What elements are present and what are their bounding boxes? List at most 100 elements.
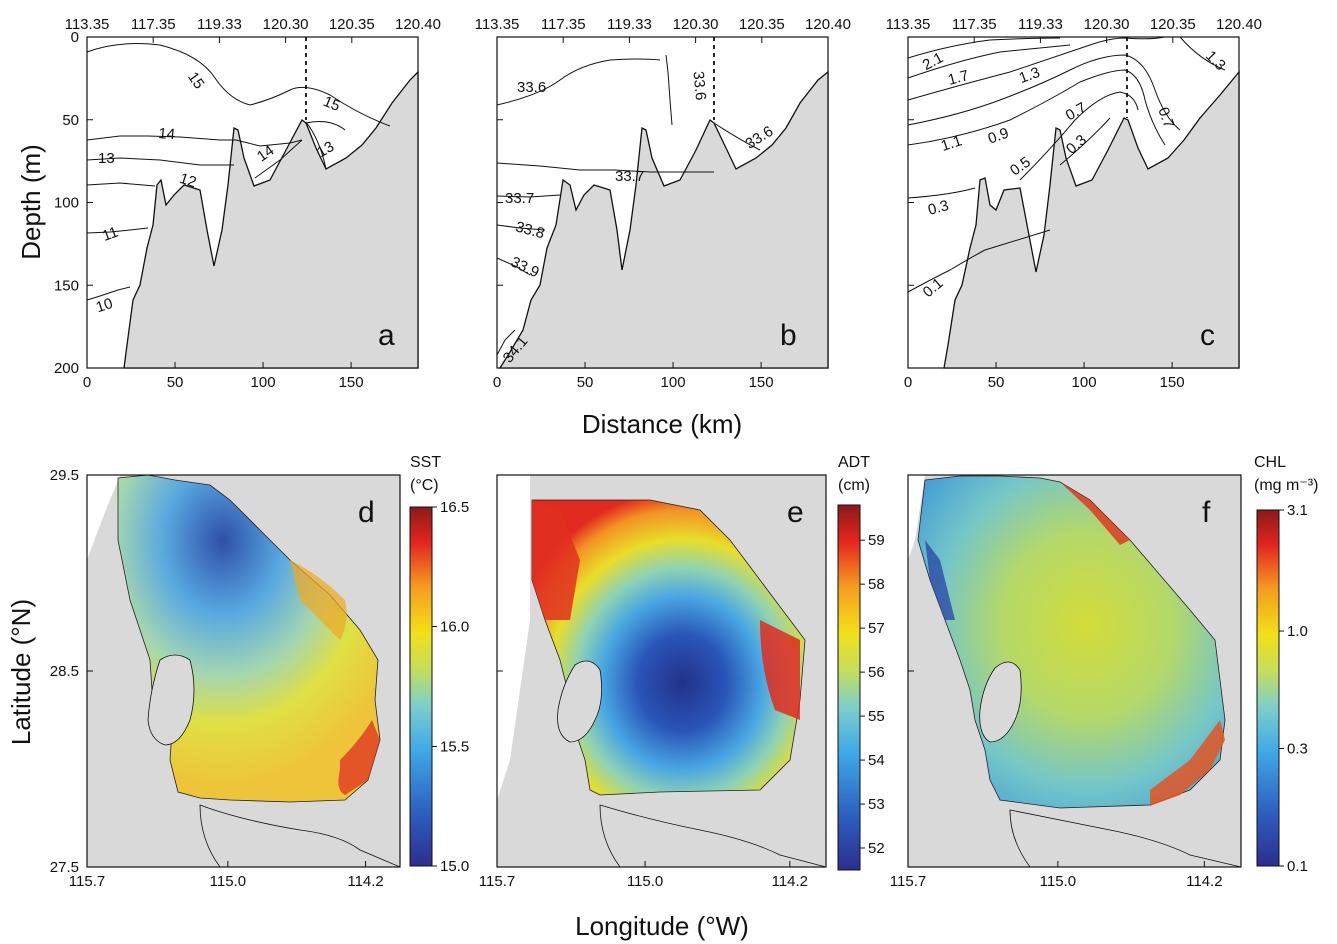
lon-tick-label: 114.2: [347, 873, 383, 890]
top-tick-label: 120.40: [1216, 16, 1262, 33]
panel-f-colorbar: [1256, 509, 1280, 867]
lon-tick-label: 115.7: [479, 873, 515, 890]
panel-f-coastal-high-south: [1150, 720, 1225, 806]
panel-b-label: 33.6: [690, 70, 709, 101]
panel-f: f 115.7 115.0 114.2 CHL (mg m⁻³) 3.1 1.0 0.3…: [890, 454, 1319, 890]
colorbar-tick-label: 3.1: [1287, 502, 1308, 519]
panel-b: 33.6 33.6 33.6 33.7 33.7 33.8 33.9 34.1 …: [475, 16, 851, 391]
top-tick-label: 113.35: [886, 16, 931, 33]
top-tick-label: 120.35: [1150, 16, 1196, 33]
panel-a-bottom-axis: 0 50 100 150: [83, 362, 364, 391]
x-tick-label: 50: [577, 374, 594, 391]
panel-f-low-west: [925, 540, 955, 620]
panel-d-edge-patch: [290, 560, 347, 640]
panel-d-ocean-open: [87, 475, 120, 560]
lon-tick-label: 114.2: [772, 873, 808, 890]
panel-c-top-axis: 113.35 117.35 119.33 120.30 120.35 120.40: [886, 16, 1262, 43]
panel-c-label: 0.7: [1154, 105, 1177, 130]
top-tick-label: 113.35: [475, 16, 520, 33]
panel-a-contours: [86, 43, 391, 301]
panel-c-letter: c: [1200, 319, 1215, 352]
panel-a-label: 15: [184, 69, 207, 92]
panel-a-label: 14: [158, 125, 176, 143]
top-tick-label: 117.35: [952, 16, 997, 33]
colorbar-tick-label: 1.0: [1287, 623, 1308, 640]
panel-c-contours: [907, 36, 1226, 293]
y-tick-label: 50: [62, 112, 79, 129]
panel-c-label: 1.7: [946, 67, 971, 89]
top-tick-label: 119.33: [197, 16, 242, 33]
panel-c-label: 1.1: [939, 132, 964, 155]
panel-c-label: 0.9: [986, 125, 1011, 148]
colorbar-tick-label: 57: [868, 620, 885, 637]
colorbar-tick-label: 15.0: [440, 858, 469, 875]
lon-tick-label: 114.2: [1186, 873, 1222, 890]
y-tick-label: 100: [54, 195, 79, 212]
panel-d-southern-coast: [199, 804, 401, 868]
panel-d-warm-patch: [338, 720, 380, 795]
panel-c-label: 0.3: [1063, 131, 1090, 157]
panel-e-east-high: [760, 620, 800, 720]
x-tick-label: 150: [339, 374, 364, 391]
lon-tick-label: 115.0: [1040, 873, 1076, 890]
panel-a-label: 13: [314, 138, 337, 161]
panel-f-island: [979, 661, 1022, 743]
panel-e-island: [557, 660, 603, 743]
panel-d-colorbar-unit: (°C): [410, 477, 439, 494]
depth-axis-label: Depth (m): [16, 144, 46, 260]
panel-f-colorbar-ticks: 3.1 1.0 0.3 0.1: [1279, 502, 1308, 875]
x-tick-label: 150: [749, 374, 774, 391]
x-tick-label: 150: [1160, 374, 1185, 391]
panel-e-southern-coast: [599, 804, 827, 868]
x-tick-label: 100: [1072, 374, 1097, 391]
top-tick-label: 120.35: [329, 16, 375, 33]
top-tick-label: 120.40: [395, 16, 441, 33]
panel-c-seafloor: [943, 70, 1240, 369]
panel-e-ocean-open: [497, 475, 530, 800]
colorbar-tick-label: 52: [868, 840, 885, 857]
distance-axis-label: Distance (km): [582, 409, 742, 439]
panel-f-colorbar-title: CHL: [1254, 454, 1286, 471]
panel-b-seafloor: [498, 70, 829, 369]
panel-f-ocean-open: [908, 475, 925, 560]
lat-tick-label: 27.5: [50, 859, 79, 876]
colorbar-tick-label: 16.0: [440, 619, 469, 636]
panel-e: e 115.7 115.0 114.2 ADT (cm) 5958575655545…: [479, 454, 885, 890]
top-tick-label: 119.33: [1018, 16, 1063, 33]
panel-a-letter: a: [378, 319, 395, 352]
panel-a-contour-labels: 15 14 13 12 11 10 15 14 13: [94, 69, 343, 316]
lon-tick-label: 115.0: [210, 873, 246, 890]
panel-a-top-axis: 113.35 117.35 119.33 120.30 120.35 120.40: [65, 16, 441, 43]
panel-f-colorbar-unit: (mg m⁻³): [1254, 477, 1318, 494]
panel-e-colorbar-title: ADT: [838, 454, 870, 471]
colorbar-tick-label: 54: [868, 752, 885, 769]
panel-e-colorbar-unit: (cm): [838, 477, 870, 494]
panel-d-island: [147, 654, 195, 746]
top-tick-label: 120.40: [805, 16, 851, 33]
y-tick-label: 200: [54, 360, 79, 377]
panel-e-x-axis: 115.7 115.0 114.2: [479, 861, 808, 890]
panel-e-west-high: [532, 500, 580, 620]
panel-c-label: 1.3: [1017, 64, 1042, 87]
lat-tick-label: 28.5: [50, 663, 79, 680]
colorbar-tick-label: 56: [868, 664, 885, 681]
panel-d-colorbar-ticks: 16.5 16.0 15.5 15.0: [432, 499, 469, 875]
y-tick-label: 0: [71, 29, 79, 46]
panel-f-coastal-high-north: [1060, 482, 1130, 545]
panel-b-bottom-axis: 0 50 100 150: [493, 362, 774, 391]
top-tick-label: 120.30: [263, 16, 309, 33]
panel-a-left-axis: 0 50 100 150 200: [54, 29, 93, 377]
panel-b-left-axis: [497, 36, 503, 369]
colorbar-tick-label: 59: [868, 532, 885, 549]
panel-e-adt-field: [531, 499, 806, 796]
colorbar-tick-label: 15.5: [440, 738, 469, 755]
lon-tick-label: 115.7: [69, 873, 105, 890]
panel-d-y-axis: 29.5 28.5 27.5: [50, 467, 93, 876]
panel-d-colorbar-title: SST: [410, 454, 441, 471]
x-tick-label: 0: [493, 374, 501, 391]
panel-b-label: 33.8: [514, 218, 547, 242]
lon-tick-label: 115.0: [627, 873, 663, 890]
panel-e-colorbar: [837, 504, 861, 871]
panel-b-letter: b: [780, 319, 797, 352]
